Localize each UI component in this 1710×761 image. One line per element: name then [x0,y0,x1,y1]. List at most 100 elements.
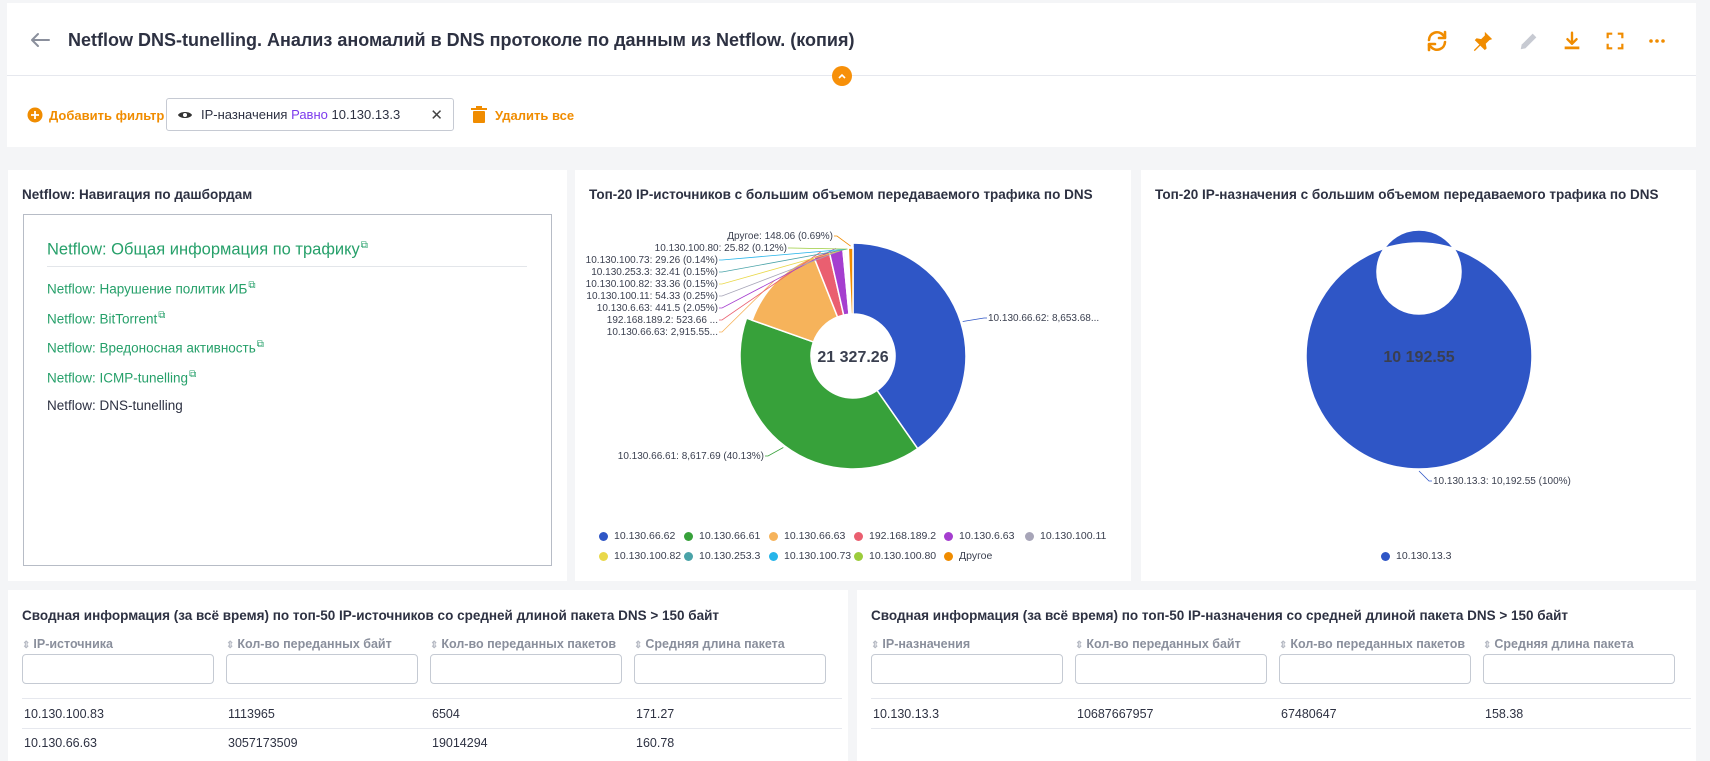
pie-slice[interactable] [1305,229,1533,470]
chart-sources-title: Топ-20 IP-источников с большим объемом п… [589,187,1093,202]
pie-label-line [719,249,844,297]
nav-link-malware[interactable]: Netflow: Вредоносная активность⧉ [47,339,264,356]
pie-slice[interactable] [847,247,854,315]
column-filter-input[interactable] [1483,654,1675,684]
legend-item[interactable]: 10.130.66.62 [599,530,675,542]
column-filter-input[interactable] [871,654,1063,684]
delete-all-label: Удалить все [495,107,575,123]
column-filter-input[interactable] [226,654,418,684]
col-header[interactable]: ⇕ Средняя длина пакета [634,637,785,651]
pie-label-line [719,251,821,321]
sort-icon: ⇕ [634,640,643,651]
legend-label: Другое [959,550,993,562]
pie-label-line [719,248,846,285]
pie-label: 10.130.6.63: 441.5 (2.05%) [597,303,718,314]
nav-link-bittorrent[interactable]: Netflow: BitTorrent⧉ [47,310,166,327]
legend-item[interactable]: 10.130.100.80 [854,550,936,562]
col-header[interactable]: ⇕ Кол-во переданных пакетов [430,637,617,651]
table-cell: 10687667957 [1077,707,1154,721]
table-cell: 158.38 [1485,707,1524,721]
legend-item[interactable]: 10.130.253.3 [684,550,760,562]
legend-swatch [944,551,953,561]
chart-sources-svg: 10.130.66.62: 8,653.68... 10.130.66.61: 8… [586,231,1099,470]
legend-label: 10.130.66.61 [699,530,761,542]
nav-link-policy[interactable]: Netflow: Нарушение политик ИБ⧉ [47,280,256,297]
more-icon[interactable] [1643,27,1671,55]
legend-item[interactable]: 10.130.100.82 [599,550,681,562]
close-icon[interactable]: ✕ [430,106,443,124]
pie-label-line [1418,470,1432,482]
sort-icon: ⇕ [1483,640,1492,651]
pie-label: 10.130.100.11: 54.33 (0.25%) [586,291,718,302]
chart-destinations-svg: 10.130.13.3: 10,192.55 (100%) 10 192.55 [1305,229,1571,487]
plus-circle-icon [27,107,43,123]
legend-item[interactable]: 192.168.189.2 [854,530,936,542]
col-header[interactable]: ⇕ Кол-во переданных пакетов [1279,637,1466,651]
legend-item[interactable]: 10.130.6.63 [944,530,1014,542]
nav-panel-title: Netflow: Навигация по дашбордам [22,187,253,202]
legend-label: 10.130.13.3 [1396,550,1452,562]
table-divider [22,728,842,729]
col-header[interactable]: ⇕ Кол-во переданных байт [1075,637,1241,651]
col-header[interactable]: ⇕ IP-назначения [871,637,971,651]
column-filter-input[interactable] [430,654,622,684]
legend-item[interactable]: Другое [944,550,992,562]
pie-label: 192.168.189.2: 523.66 ... [607,315,718,326]
filter-chip[interactable]: IP-назначения Равно 10.130.13.3 ✕ [166,98,454,131]
chart-destinations-card: Топ-20 IP-назначения с большим объемом п… [1141,170,1696,581]
col-header[interactable]: ⇕ Средняя длина пакета [1483,637,1634,651]
column-filter-input[interactable] [1279,654,1471,684]
table-cell: 6504 [432,707,460,721]
legend-swatch [1381,551,1390,561]
column-filter-input[interactable] [22,654,214,684]
legend-item[interactable]: 10.130.13.3 [1381,550,1451,562]
nav-panel: Netflow: Навигация по дашбордам Netflow:… [8,170,567,581]
back-arrow-icon[interactable] [27,27,53,53]
trash-icon [471,106,487,123]
legend-item[interactable]: 10.130.66.63 [769,530,845,542]
pin-icon[interactable] [1469,27,1497,55]
legend-swatch [769,531,778,541]
nav-main-link[interactable]: Netflow: Общая информация по трафику⧉ [47,240,527,267]
col-header[interactable]: ⇕ Кол-во переданных байт [226,637,392,651]
page-title: Netflow DNS-tunelling. Анализ аномалий в… [68,30,855,50]
legend-swatch [854,551,863,561]
table-divider [871,698,1691,699]
pie-label-line [719,280,775,333]
nav-link-icmp[interactable]: Netflow: ICMP-tunelling⧉ [47,369,197,386]
col-header[interactable]: ⇕ IP-источника [22,637,113,651]
legend-swatch [769,551,778,561]
legend-label: 10.130.100.11 [1040,530,1107,542]
download-icon[interactable] [1558,27,1586,55]
column-filter-input[interactable] [634,654,826,684]
eye-icon[interactable] [177,109,193,121]
sort-icon: ⇕ [430,640,439,651]
add-filter-button[interactable]: Добавить фильтр [27,103,164,127]
collapse-filters-button[interactable] [832,66,852,86]
expand-icon[interactable] [1601,27,1629,55]
pie-slice[interactable] [739,317,919,470]
external-link-icon: ⧉ [360,240,368,251]
pie-total-label: 10 192.55 [1383,349,1454,366]
pie-label-line [719,248,847,273]
legend-label: 10.130.6.63 [959,530,1015,542]
pie-total-label: 21 327.26 [817,349,888,366]
pie-label-line [962,317,987,322]
pie-slice[interactable] [852,242,967,450]
column-filter-input[interactable] [1075,654,1267,684]
table-cell: 3057173509 [228,736,298,750]
delete-all-filters-button[interactable]: Удалить все [471,103,574,127]
legend-item[interactable]: 10.130.100.11 [1025,530,1106,542]
legend-item[interactable]: 10.130.100.73 [769,550,851,562]
legend-item[interactable]: 10.130.66.61 [684,530,760,542]
table-cell: 10.130.66.63 [24,736,97,750]
legend-swatch [944,531,953,541]
sort-icon: ⇕ [1075,640,1084,651]
legend-swatch [599,531,608,541]
refresh-icon[interactable] [1423,27,1451,55]
table-divider [871,728,1691,729]
legend-label: 10.130.100.73 [784,550,852,562]
legend-swatch [684,531,693,541]
edit-icon[interactable] [1515,27,1543,55]
add-filter-label: Добавить фильтр [49,107,165,123]
